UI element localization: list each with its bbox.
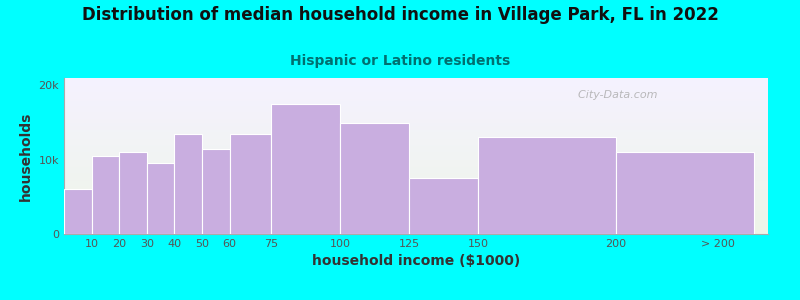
X-axis label: household income ($1000): household income ($1000) bbox=[312, 254, 520, 268]
Bar bbox=[478, 137, 616, 234]
Bar bbox=[616, 152, 754, 234]
Bar bbox=[92, 156, 119, 234]
Bar bbox=[230, 134, 271, 234]
Text: Distribution of median household income in Village Park, FL in 2022: Distribution of median household income … bbox=[82, 6, 718, 24]
Bar bbox=[119, 152, 147, 234]
Y-axis label: households: households bbox=[19, 111, 33, 201]
Bar bbox=[174, 134, 202, 234]
Text: City-Data.com: City-Data.com bbox=[571, 91, 658, 100]
Bar bbox=[64, 189, 92, 234]
Bar bbox=[271, 104, 340, 234]
Bar bbox=[340, 123, 409, 234]
Text: Hispanic or Latino residents: Hispanic or Latino residents bbox=[290, 54, 510, 68]
Bar bbox=[202, 148, 230, 234]
Bar bbox=[147, 164, 174, 234]
Bar bbox=[409, 178, 478, 234]
